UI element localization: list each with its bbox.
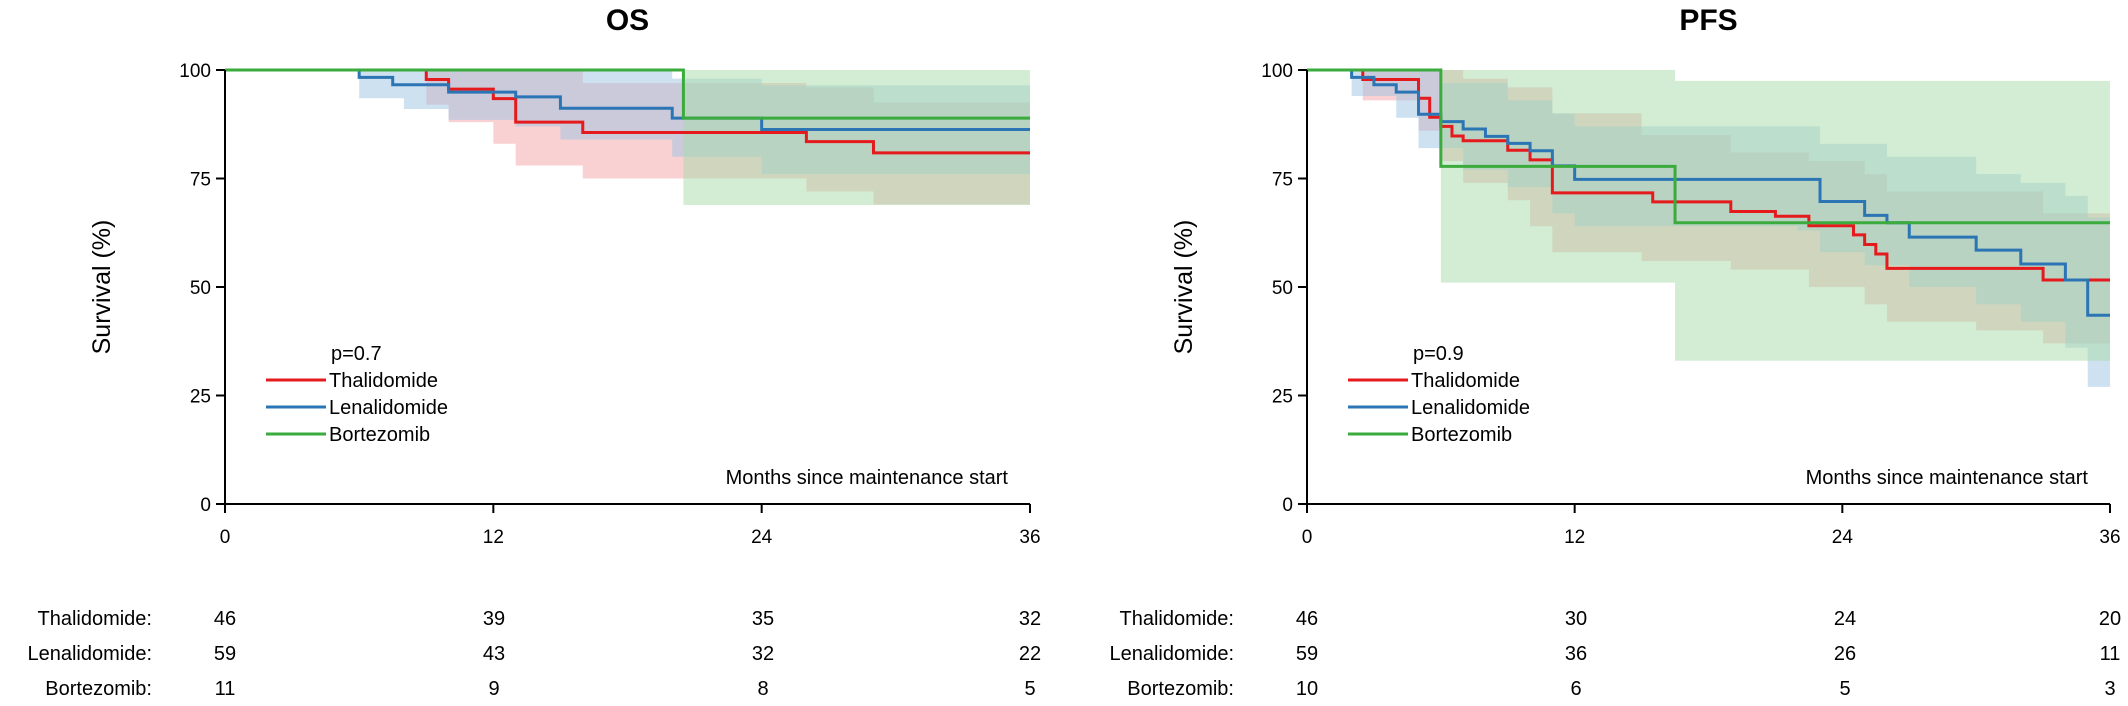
legend-label-thalidomide: Thalidomide (1411, 370, 1520, 392)
x-axis-label: Months since maintenance start (1806, 467, 2089, 489)
x-tick-label: 24 (751, 527, 773, 548)
risk-count: 5 (1024, 678, 1035, 700)
legend-label-thalidomide: Thalidomide (329, 370, 438, 392)
km-curve-thalidomide (225, 68, 1030, 155)
legend-label-lenalidomide: Lenalidomide (329, 397, 448, 419)
y-tick-label: 50 (1272, 278, 1293, 299)
y-tick-label: 25 (1272, 387, 1293, 408)
risk-row-label: Bortezomib: (1127, 678, 1234, 700)
chart-title: OS (606, 4, 649, 37)
risk-row-label: Thalidomide: (37, 608, 152, 630)
km-curve-bortezomib (1307, 68, 2110, 225)
risk-count: 26 (1834, 643, 1856, 665)
y-tick-label: 0 (1282, 495, 1293, 516)
y-tick-label: 50 (190, 278, 211, 299)
risk-count: 32 (1019, 608, 1041, 630)
x-tick-label: 36 (2099, 527, 2120, 548)
risk-count: 5 (1839, 678, 1850, 700)
x-axis-label: Months since maintenance start (726, 467, 1009, 489)
y-tick-label: 75 (190, 170, 211, 191)
risk-count: 32 (752, 643, 774, 665)
x-tick-label: 0 (1302, 527, 1313, 548)
km-curve-thalidomide (1307, 68, 2110, 282)
ci-band-bortezomib (683, 70, 1030, 205)
risk-count: 6 (1570, 678, 1581, 700)
y-axis-label: Survival (%) (1170, 220, 1198, 355)
y-tick-label: 25 (190, 387, 211, 408)
y-tick-label: 100 (179, 61, 211, 82)
y-tick-label: 0 (200, 495, 211, 516)
risk-row-label: Thalidomide: (1119, 608, 1234, 630)
y-tick-label: 100 (1261, 61, 1293, 82)
risk-count: 11 (2100, 643, 2121, 665)
legend-label-bortezomib: Bortezomib (1411, 424, 1512, 446)
risk-count: 24 (1834, 608, 1856, 630)
risk-count: 46 (1296, 608, 1318, 630)
x-tick-label: 12 (483, 527, 504, 548)
risk-count: 46 (214, 608, 236, 630)
risk-count: 59 (1296, 643, 1318, 665)
risk-count: 35 (752, 608, 774, 630)
risk-count: 9 (488, 678, 499, 700)
km-curve-bortezomib (225, 68, 1030, 120)
risk-count: 3 (2104, 678, 2115, 700)
risk-count: 30 (1565, 608, 1587, 630)
p-value: p=0.9 (1413, 343, 1464, 365)
risk-count: 39 (483, 608, 505, 630)
p-value: p=0.7 (331, 343, 382, 365)
x-tick-label: 12 (1564, 527, 1585, 548)
risk-row-label: Lenalidomide: (27, 643, 152, 665)
risk-count: 10 (1296, 678, 1318, 700)
risk-count: 36 (1565, 643, 1587, 665)
risk-count: 8 (757, 678, 768, 700)
legend-label-bortezomib: Bortezomib (329, 424, 430, 446)
x-tick-label: 24 (1832, 527, 1854, 548)
risk-count: 11 (215, 678, 236, 700)
y-axis-label: Survival (%) (88, 220, 116, 355)
risk-row-label: Bortezomib: (45, 678, 152, 700)
risk-count: 59 (214, 643, 236, 665)
x-tick-label: 36 (1019, 527, 1040, 548)
risk-count: 20 (2099, 608, 2121, 630)
legend-label-lenalidomide: Lenalidomide (1411, 397, 1530, 419)
chart-title: PFS (1679, 4, 1737, 37)
risk-count: 22 (1019, 643, 1041, 665)
chart-panel-os: OS Survival (%) 0 25 50 75 100 0 12 24 36 Months si… (27, 4, 1041, 700)
risk-row-label: Lenalidomide: (1109, 643, 1234, 665)
y-tick-label: 75 (1272, 170, 1293, 191)
risk-count: 43 (483, 643, 505, 665)
x-tick-label: 0 (220, 527, 231, 548)
